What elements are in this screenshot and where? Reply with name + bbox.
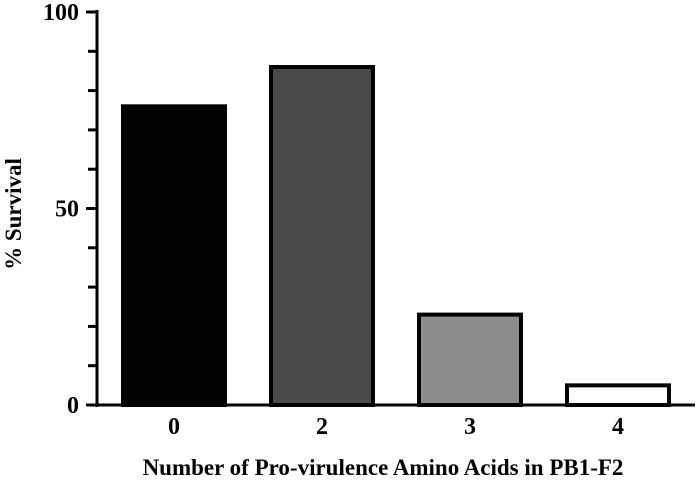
y-tick-label: 100	[43, 0, 79, 26]
x-tick-label: 0	[168, 414, 180, 440]
y-axis-title: % Survival	[1, 158, 26, 270]
bar-0	[121, 104, 227, 407]
x-axis-title: Number of Pro-virulence Amino Acids in P…	[143, 455, 624, 480]
x-axis: 0 2 3 4	[96, 403, 695, 440]
bar-3	[417, 312, 523, 407]
x-tick-label: 3	[464, 414, 476, 440]
y-tick-label: 50	[55, 197, 79, 223]
bars	[121, 65, 671, 408]
y-tick-label: 0	[67, 393, 79, 419]
y-axis: 0 50 100	[43, 0, 99, 419]
bar-4	[565, 383, 671, 408]
bar-2	[269, 65, 375, 408]
x-tick-label: 2	[316, 414, 328, 440]
x-tick-label: 4	[612, 414, 624, 440]
